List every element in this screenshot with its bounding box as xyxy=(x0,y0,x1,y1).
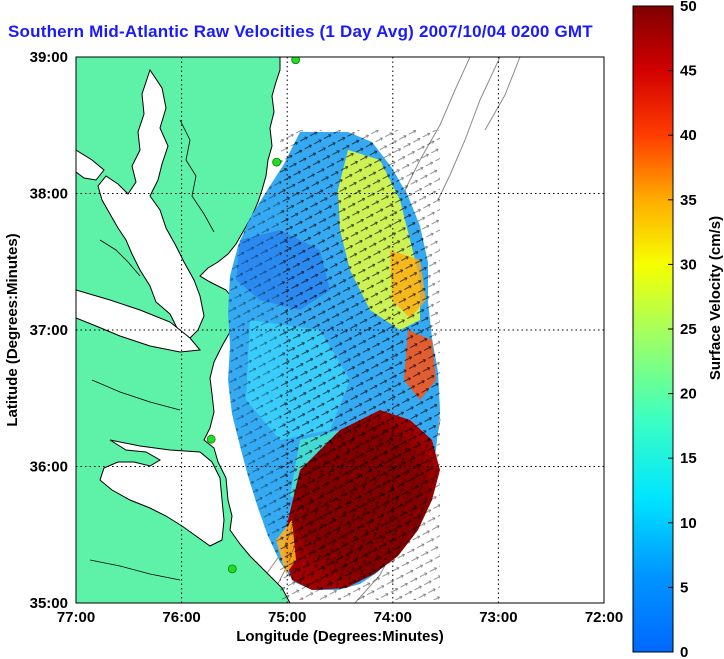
colorbar-tick-label: 45 xyxy=(680,63,697,80)
station-marker xyxy=(206,434,216,444)
x-tick-label: 77:00 xyxy=(57,609,95,626)
x-tick-label: 76:00 xyxy=(162,609,200,626)
y-axis-label: Latitude (Degrees:Minutes) xyxy=(4,233,21,426)
x-tick-label: 75:00 xyxy=(268,609,306,626)
x-tick-label: 73:00 xyxy=(479,609,517,626)
y-tick-label: 35:00 xyxy=(30,595,68,612)
colorbar: 0 5 10 15 20 25 30 35 40 45 50 Surface Velocity (c… xyxy=(632,0,724,659)
colorbar-tick-label: 25 xyxy=(680,321,697,338)
colorbar-label: Surface Velocity (cm/s) xyxy=(707,216,724,380)
colorbar-tick-label: 20 xyxy=(680,386,697,403)
colorbar-ticks: 0 5 10 15 20 25 30 35 40 45 50 xyxy=(668,0,697,659)
y-tick-label: 36:00 xyxy=(30,459,68,476)
station-marker xyxy=(227,564,237,574)
colorbar-tick-label: 40 xyxy=(680,127,697,144)
y-axis-ticks: 39:00 38:00 37:00 36:00 35:00 xyxy=(30,49,68,612)
station-marker xyxy=(291,57,301,65)
colorbar-gradient xyxy=(632,5,674,653)
page-title: Southern Mid-Atlantic Raw Velocities (1 … xyxy=(8,22,593,41)
map-plot-area xyxy=(75,56,605,604)
x-tick-label: 74:00 xyxy=(374,609,412,626)
y-tick-label: 39:00 xyxy=(30,49,68,66)
map-grid xyxy=(76,57,604,603)
colorbar-tick-label: 5 xyxy=(680,579,688,596)
x-axis-label: Longitude (Degrees:Minutes) xyxy=(236,628,444,645)
colorbar-tick-label: 15 xyxy=(680,450,697,467)
y-tick-label: 37:00 xyxy=(30,322,68,339)
x-tick-label: 72:00 xyxy=(585,609,623,626)
velocity-field xyxy=(228,130,440,600)
colorbar-tick-label: 35 xyxy=(680,192,697,209)
hf-radar-stations xyxy=(206,57,301,574)
colorbar-tick-label: 30 xyxy=(680,256,697,273)
colorbar-tick-label: 10 xyxy=(680,515,697,532)
station-marker xyxy=(272,157,282,167)
x-axis-ticks: 77:00 76:00 75:00 74:00 73:00 72:00 xyxy=(57,609,623,626)
colorbar-tick-label: 0 xyxy=(680,644,688,659)
y-tick-label: 38:00 xyxy=(30,186,68,203)
colorbar-tick-label: 50 xyxy=(680,0,697,15)
plot-frame xyxy=(75,56,605,604)
